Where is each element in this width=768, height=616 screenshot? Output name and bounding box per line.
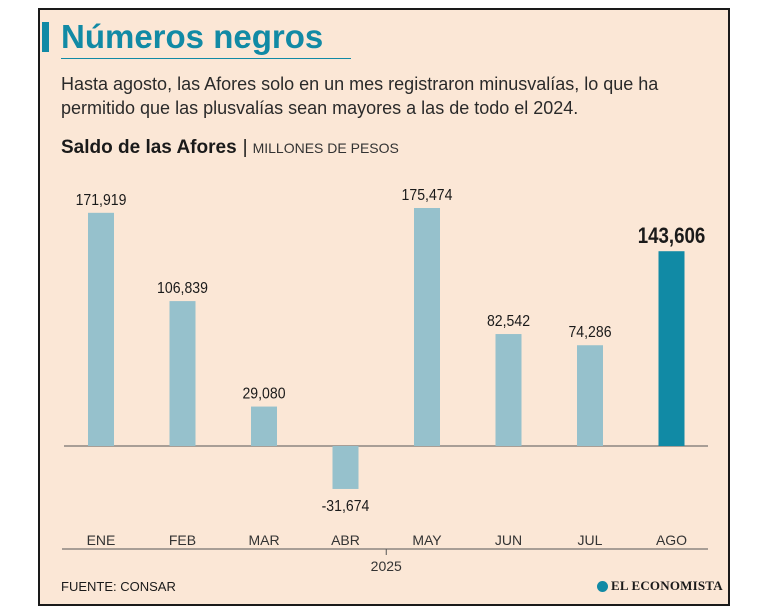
- page-title: Números negros: [61, 18, 324, 55]
- x-tick-label: FEB: [169, 532, 196, 548]
- bar-may: [414, 208, 440, 446]
- data-label-ago: 143,606: [638, 225, 706, 249]
- data-label-may: 175,474: [402, 186, 453, 204]
- chart-unit-label: MILLONES DE PESOS: [252, 140, 399, 156]
- data-label-ene: 171,919: [76, 191, 127, 209]
- x-tick-label: ENE: [87, 532, 116, 548]
- x-tick-label: JUN: [495, 532, 522, 548]
- subtitle: Hasta agosto, las Afores solo en un mes …: [61, 74, 659, 118]
- brand-logo-icon: [597, 580, 608, 592]
- x-tick-label: AGO: [656, 532, 687, 548]
- source-note: FUENTE: CONSAR: [61, 579, 176, 594]
- x-axis-title: 2025: [371, 558, 402, 574]
- bar-jun: [495, 334, 522, 446]
- bar-jul: [577, 345, 603, 446]
- chart-header: Saldo de las Afores | MILLONES DE PESOS: [61, 137, 399, 160]
- x-tick-label: JUL: [578, 532, 603, 548]
- title-accent-bar: [42, 22, 49, 52]
- chart-title-separator: |: [242, 137, 248, 158]
- brand-logo: EL ECONOMISTA: [597, 578, 723, 594]
- bar-mar: [251, 406, 277, 446]
- title-underline: [61, 58, 351, 59]
- bar-ago: [658, 251, 685, 446]
- bar-feb: [169, 301, 196, 446]
- bar-abr: [332, 446, 359, 489]
- x-tick-label: MAR: [248, 532, 279, 548]
- data-label-abr: -31,674: [322, 497, 370, 515]
- data-label-jun: 82,542: [487, 312, 530, 330]
- bar-ene: [88, 212, 114, 446]
- brand-name: EL ECONOMISTA: [611, 578, 723, 593]
- data-label-feb: 106,839: [157, 279, 208, 297]
- data-label-mar: 29,080: [242, 385, 285, 403]
- chart-frame: [38, 8, 730, 606]
- data-label-jul: 74,286: [568, 323, 611, 341]
- x-tick-label: MAY: [412, 532, 442, 548]
- chart-title: Saldo de las Afores: [61, 137, 237, 158]
- x-tick-label: ABR: [331, 532, 360, 548]
